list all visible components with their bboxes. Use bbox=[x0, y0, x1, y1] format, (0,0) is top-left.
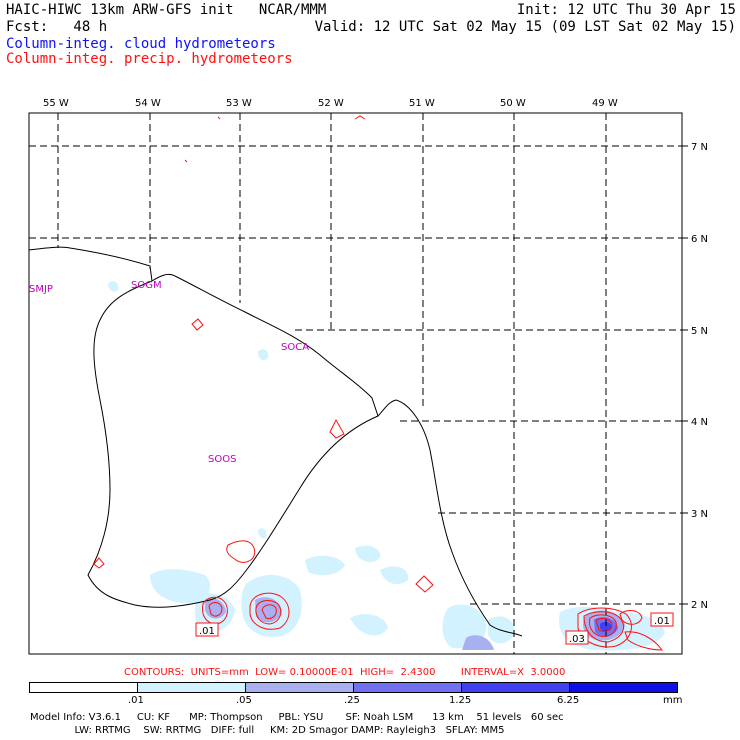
cloud-hydrometeor-shading bbox=[108, 281, 665, 651]
latitude-label: 6 N bbox=[691, 234, 708, 245]
station-label: SOCA bbox=[281, 342, 309, 353]
model-info-line2: LW: RRTMG SW: RRTMG DIFF: full KM: 2D Sm… bbox=[30, 725, 505, 736]
colorbar-segment bbox=[569, 682, 678, 693]
latitude-label: 7 N bbox=[691, 142, 708, 153]
model-info-line1: Model Info: V3.6.1 CU: KF MP: Thompson P… bbox=[30, 712, 564, 723]
station-label: SOGM bbox=[131, 280, 162, 291]
colorbar-segment bbox=[137, 682, 246, 693]
contour-label: .01 bbox=[199, 626, 215, 637]
colorbar-label: 1.25 bbox=[449, 695, 472, 706]
latitude-label: 5 N bbox=[691, 326, 708, 337]
station-label: SMJP bbox=[29, 284, 53, 295]
map-frame bbox=[28, 112, 683, 655]
colorbar-segment bbox=[245, 682, 354, 693]
colorbar-segment bbox=[461, 682, 570, 693]
longitude-label: 54 W bbox=[135, 98, 161, 109]
station-label: SOOS bbox=[208, 454, 236, 465]
latitude-label: 2 N bbox=[691, 600, 708, 611]
colorbar-label: 6.25 bbox=[557, 695, 580, 706]
valid-time: Valid: 12 UTC Sat 02 May 15 (09 LST Sat … bbox=[314, 19, 736, 35]
colorbar-label: .25 bbox=[344, 695, 360, 706]
colorbar-units: mm bbox=[663, 695, 683, 706]
lat-ticks bbox=[682, 145, 688, 605]
contour-info: CONTOURS: UNITS=mm LOW= 0.10000E-01 HIGH… bbox=[124, 667, 566, 678]
longitude-label: 55 W bbox=[43, 98, 69, 109]
colorbar-segment bbox=[353, 682, 462, 693]
contour-label-boxes bbox=[195, 612, 674, 645]
longitude-label: 51 W bbox=[409, 98, 435, 109]
longitude-label: 52 W bbox=[318, 98, 344, 109]
cloud-hydrometeor-medium bbox=[205, 597, 625, 650]
latitude-label: 3 N bbox=[691, 509, 708, 520]
init-time: Init: 12 UTC Thu 30 Apr 15 bbox=[516, 2, 736, 18]
latitude-label: 4 N bbox=[691, 417, 708, 428]
longitude-label: 49 W bbox=[592, 98, 618, 109]
forecast-hour: Fcst: 48 h bbox=[6, 19, 108, 35]
contour-label: .03 bbox=[569, 634, 585, 645]
colorbar-label: .01 bbox=[128, 695, 144, 706]
colorbar-label: .05 bbox=[236, 695, 252, 706]
contour-label: .01 bbox=[654, 616, 670, 627]
model-title: HAIC-HIWC 13km ARW-GFS init NCAR/MMM bbox=[6, 2, 327, 18]
field-cloud-label: Column-integ. cloud hydrometeors bbox=[6, 36, 276, 52]
field-precip-label: Column-integ. precip. hydrometeors bbox=[6, 51, 293, 67]
longitude-label: 50 W bbox=[500, 98, 526, 109]
colorbar-segment bbox=[29, 682, 138, 693]
graticule bbox=[29, 113, 682, 654]
longitude-label: 53 W bbox=[226, 98, 252, 109]
coastline-and-borders bbox=[28, 246, 523, 637]
